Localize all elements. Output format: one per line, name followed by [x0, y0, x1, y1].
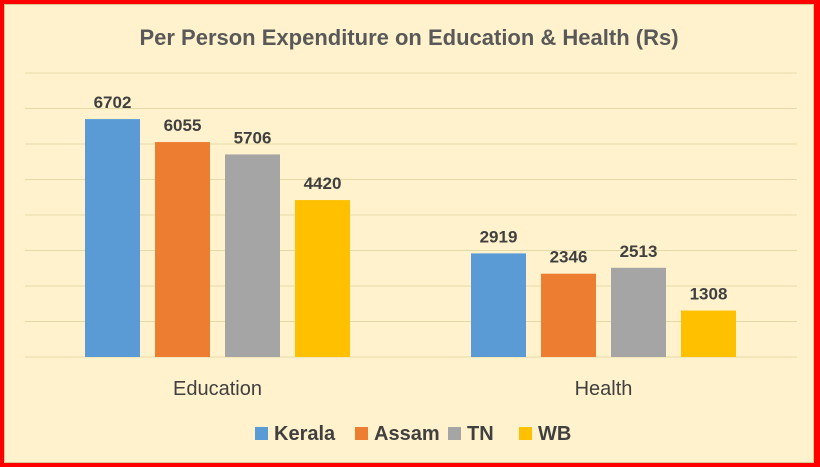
- gridlines: [25, 72, 797, 358]
- legend: Kerala Assam TN WB: [255, 423, 571, 445]
- category-label-health: Health: [575, 378, 633, 400]
- data-label: 2919: [480, 227, 518, 246]
- legend-label-wb: WB: [538, 423, 571, 445]
- category-label-education: Education: [173, 378, 262, 400]
- bar-tn-education: [225, 154, 280, 357]
- bar-kerala-health: [471, 253, 526, 357]
- legend-label-assam: Assam: [374, 423, 440, 445]
- legend-swatch-kerala: [255, 427, 268, 440]
- data-label: 2346: [550, 248, 588, 267]
- data-label: 6702: [94, 93, 132, 112]
- legend-swatch-tn: [448, 427, 461, 440]
- chart-title: Per Person Expenditure on Education & He…: [139, 25, 679, 50]
- data-label: 1308: [690, 285, 728, 304]
- category-labels-group: Education Health: [173, 378, 632, 400]
- data-label: 5706: [234, 128, 272, 147]
- bar-wb-health: [681, 310, 736, 357]
- bar-wb-education: [295, 200, 350, 357]
- data-label: 4420: [304, 174, 342, 193]
- bars-group: [85, 119, 736, 357]
- bar-kerala-education: [85, 119, 140, 357]
- data-label: 2513: [620, 242, 658, 261]
- data-label: 6055: [164, 116, 202, 135]
- chart-frame: Per Person Expenditure on Education & He…: [4, 4, 814, 463]
- legend-swatch-assam: [355, 427, 368, 440]
- bar-assam-health: [541, 273, 596, 357]
- legend-label-kerala: Kerala: [274, 423, 336, 445]
- data-labels-group: 6702 6055 5706 4420 2919 2346 2513 1308: [94, 93, 728, 303]
- bar-assam-education: [155, 142, 210, 357]
- legend-label-tn: TN: [467, 423, 494, 445]
- bar-tn-health: [611, 267, 666, 357]
- legend-swatch-wb: [519, 427, 532, 440]
- chart-canvas: 6702 6055 5706 4420 2919 2346 2513 1308 Educati…: [25, 72, 797, 445]
